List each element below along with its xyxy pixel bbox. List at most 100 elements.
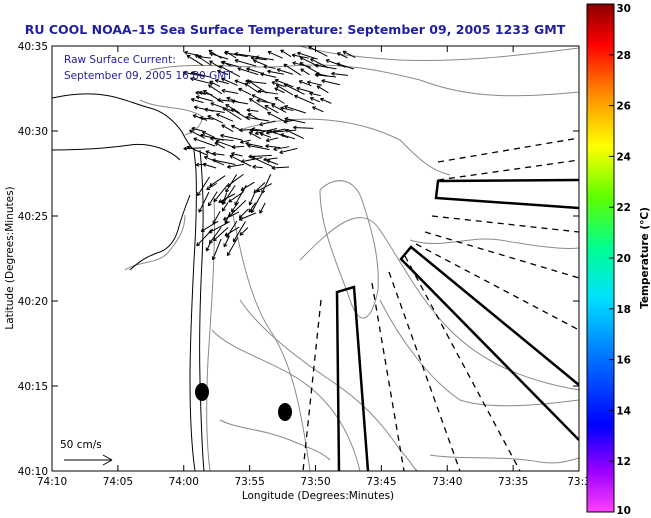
coastline (129, 194, 191, 271)
current-vector (212, 227, 229, 242)
current-vector (202, 131, 216, 138)
current-vector (209, 60, 221, 69)
current-vector (280, 106, 294, 112)
current-vector (215, 139, 236, 149)
current-vector (202, 162, 217, 169)
current-vector (306, 80, 323, 86)
current-vector (193, 137, 216, 147)
colorbar-tick-label: 14 (616, 405, 631, 417)
current-vector (226, 237, 239, 257)
x-tick-label: 73:45 (366, 476, 396, 488)
x-tick-label: 74:05 (103, 476, 133, 488)
current-vector (230, 201, 240, 213)
current-vector (195, 95, 213, 102)
current-vector (206, 182, 218, 190)
current-vector (212, 158, 236, 165)
current-vector (279, 147, 298, 155)
current-vector (208, 84, 223, 95)
current-vector (248, 192, 256, 206)
current-vector (296, 86, 314, 94)
station-marker (278, 403, 292, 421)
current-vector (254, 128, 278, 136)
current-vector (207, 191, 218, 207)
current-vector (208, 221, 230, 234)
current-vector (219, 65, 241, 78)
current-vector (256, 183, 272, 193)
current-vector (234, 51, 257, 58)
current-vector (267, 50, 283, 59)
bathymetry-contour (124, 214, 186, 271)
colorbar-tick-label: 30 (616, 3, 631, 15)
x-tick-label: 73:50 (300, 476, 330, 488)
current-vector (316, 85, 329, 94)
current-vector (248, 131, 262, 140)
current-vector (276, 68, 294, 75)
current-vector (231, 144, 245, 150)
colorbar-tick-label: 18 (616, 304, 631, 316)
current-vector (217, 69, 229, 76)
current-vector (247, 143, 270, 151)
current-vector (210, 102, 234, 112)
current-vector (222, 107, 242, 121)
y-tick-label: 40:15 (18, 381, 48, 393)
current-vector (253, 59, 267, 66)
radar-beam-lines (302, 137, 579, 471)
current-vector (240, 181, 255, 191)
current-vector (266, 159, 279, 165)
current-vector (200, 220, 219, 232)
current-vector (221, 124, 234, 133)
bathymetry-contour (409, 238, 579, 249)
current-vector (274, 78, 294, 88)
current-vector (194, 54, 212, 66)
current-vector (209, 80, 221, 87)
x-tick-label: 73:35 (498, 476, 528, 488)
scale-arrow (64, 454, 113, 466)
current-vector (267, 69, 285, 75)
colorbar-tick-label: 10 (616, 505, 631, 517)
current-vector (183, 146, 206, 151)
current-vector (284, 105, 306, 114)
y-tick-label: 40:10 (18, 466, 48, 478)
current-vector (244, 82, 259, 94)
current-vector (190, 70, 211, 78)
current-vector (247, 80, 268, 94)
annotation-line2: September 09, 2005 16:00 GMT (64, 70, 233, 82)
coastline (52, 143, 181, 161)
x-tick-label: 74:10 (37, 476, 67, 488)
current-vector (260, 72, 277, 78)
current-vector (197, 176, 211, 197)
current-vector (309, 91, 321, 97)
current-vector (199, 115, 214, 121)
current-vector (196, 228, 214, 247)
current-vector (204, 107, 225, 113)
current-vector (190, 97, 204, 104)
current-vector (280, 49, 292, 58)
colorbar-tick-label: 20 (616, 253, 631, 265)
current-vector (207, 115, 224, 124)
current-vector (198, 191, 210, 213)
current-vector (234, 58, 257, 67)
current-vector (320, 97, 332, 104)
current-vector (226, 173, 244, 187)
current-vector (205, 239, 213, 252)
current-vector (238, 212, 257, 221)
colorbar-tick-label: 22 (616, 202, 631, 214)
current-vector (231, 124, 242, 131)
colorbar-tick-label: 26 (616, 101, 631, 113)
current-vector (259, 202, 266, 214)
coastline (52, 93, 197, 471)
bathymetry-contour (219, 419, 331, 461)
current-vector (186, 145, 209, 156)
current-vector (224, 226, 240, 237)
current-vector (237, 67, 259, 76)
station-marker (195, 383, 209, 401)
y-tick-label: 40:20 (18, 296, 48, 308)
bathymetry-contour (139, 99, 203, 136)
annotation-line1: Raw Surface Current: (64, 54, 176, 66)
current-vector (310, 58, 329, 69)
current-vector (294, 94, 315, 105)
map-title: RU COOL NOAA–15 Sea Surface Temperature:… (24, 22, 566, 37)
colorbar-ticks: 30 28 26 24 22 20 18 16 14 12 10 (609, 3, 631, 517)
current-vector (259, 120, 276, 127)
x-tick-label: 74:00 (169, 476, 199, 488)
